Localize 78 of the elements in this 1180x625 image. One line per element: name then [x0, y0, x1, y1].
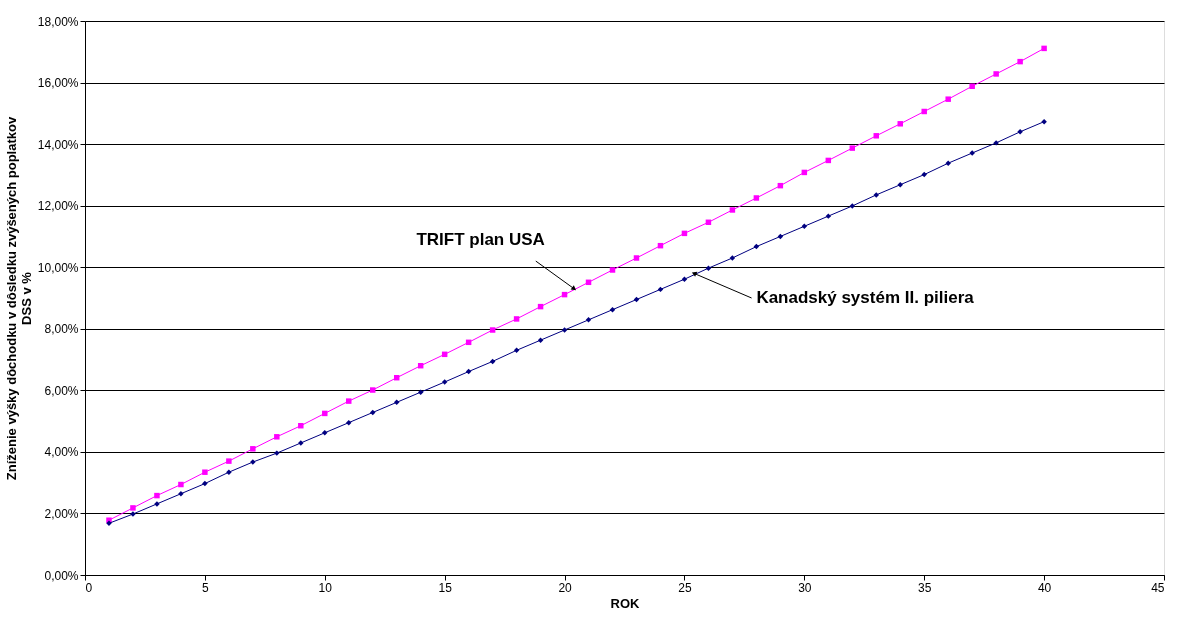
point	[417, 389, 424, 395]
point	[1017, 58, 1023, 65]
y-tick-label: 0,00%	[44, 568, 79, 583]
point	[897, 182, 903, 188]
x-tick-label: 10	[318, 580, 333, 595]
point	[729, 255, 736, 261]
point	[849, 145, 856, 151]
point	[945, 160, 951, 166]
y-tick-label: 18,00%	[37, 14, 79, 29]
point	[729, 207, 736, 213]
point	[921, 108, 927, 115]
point	[873, 133, 879, 139]
y-tick-label: 4,00%	[44, 445, 79, 460]
point	[322, 410, 328, 417]
point	[513, 347, 520, 354]
point	[561, 327, 568, 333]
point	[705, 265, 712, 271]
y-tick-label: 12,00%	[37, 199, 79, 214]
y-tick-label: 16,00%	[37, 76, 79, 91]
point	[753, 195, 760, 201]
point	[322, 430, 328, 436]
x-axis-title: ROK	[610, 595, 641, 611]
point	[106, 520, 112, 527]
point	[298, 422, 304, 429]
point	[1017, 129, 1023, 135]
point	[346, 398, 352, 404]
point	[202, 480, 208, 487]
x-tick-label: 30	[798, 580, 812, 595]
y-axis-title: Zníženie výšky dôchodku v dôsledku zvýšených poplatkov DSS v %	[3, 116, 34, 481]
point	[1041, 45, 1047, 52]
y-tick-label: 2,00%	[44, 506, 79, 521]
point	[393, 399, 400, 406]
point	[130, 505, 136, 511]
point	[801, 223, 808, 230]
point	[945, 96, 951, 102]
point	[513, 316, 520, 322]
point	[993, 140, 999, 146]
point	[489, 327, 496, 333]
y-tick-label: 8,00%	[44, 322, 79, 337]
point	[849, 203, 856, 209]
point	[993, 71, 999, 77]
point	[1041, 118, 1047, 125]
x-tick-label: 20	[558, 580, 573, 595]
point	[537, 337, 544, 343]
point	[969, 83, 975, 89]
x-tick-label: 45	[1151, 580, 1165, 595]
point	[585, 317, 592, 323]
annotation: Kanadský systém II. piliera	[756, 288, 975, 307]
point	[178, 491, 184, 497]
point	[250, 446, 256, 452]
point	[274, 434, 280, 440]
x-tick-label: 5	[202, 580, 210, 595]
point	[609, 267, 616, 273]
y-tick-label: 6,00%	[44, 383, 79, 398]
y-tick-label: 14,00%	[37, 137, 79, 152]
point	[873, 192, 880, 198]
point	[633, 255, 640, 261]
annotation: TRIFT plan USA	[416, 229, 545, 249]
point	[681, 276, 688, 282]
point	[897, 121, 903, 127]
point	[226, 469, 232, 475]
x-tick-label: 40	[1037, 580, 1052, 595]
point	[298, 440, 304, 446]
point	[178, 481, 184, 488]
x-tick-label: 35	[918, 580, 932, 595]
point	[369, 387, 376, 393]
x-tick-label: 15	[438, 580, 453, 595]
point	[825, 213, 832, 219]
point	[226, 458, 232, 464]
x-tick-label: 25	[678, 580, 692, 595]
point	[346, 419, 352, 426]
point	[441, 379, 448, 385]
point	[202, 469, 208, 475]
point	[154, 492, 160, 499]
point	[921, 171, 927, 178]
point	[274, 450, 280, 456]
y-tick-label: 10,00%	[37, 260, 79, 275]
x-tick-label: 0	[85, 580, 93, 595]
